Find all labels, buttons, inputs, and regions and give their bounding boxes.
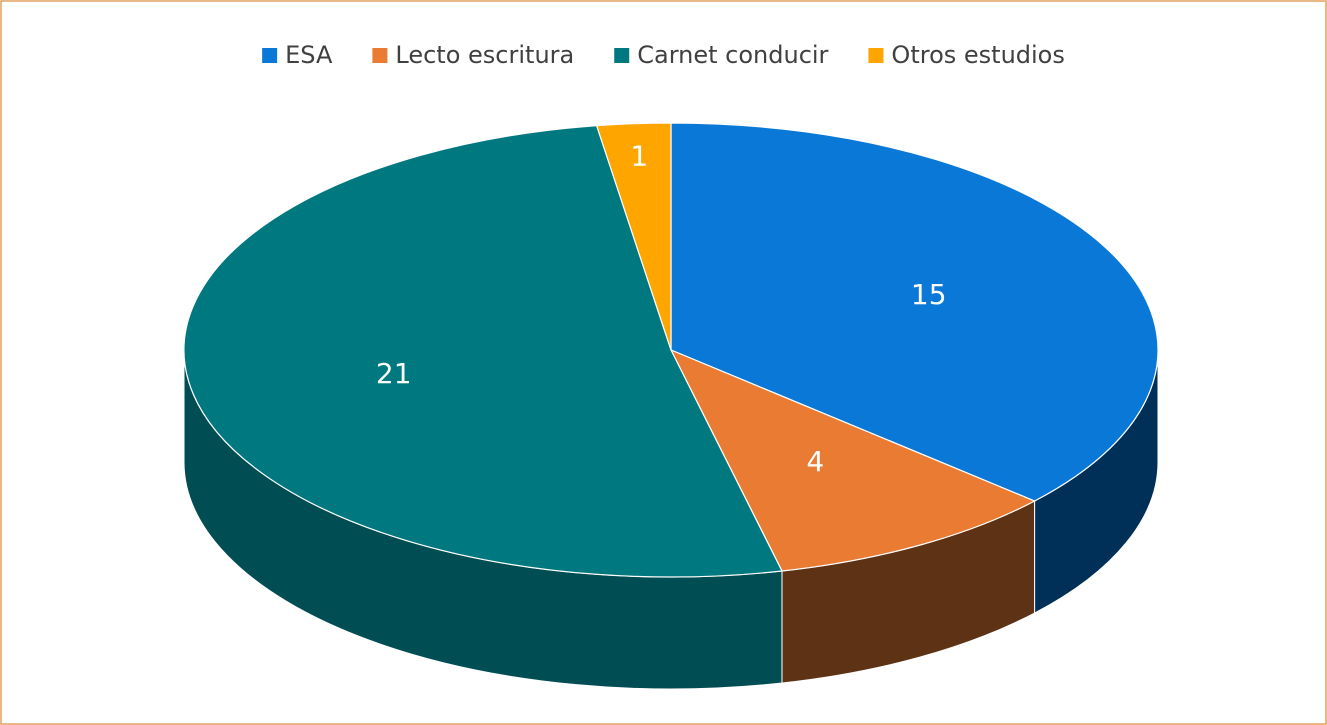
legend-label: Carnet conducir	[637, 41, 828, 69]
data-label: 1	[630, 140, 648, 173]
pie-slice	[670, 122, 1159, 502]
pie-slice	[669, 348, 1036, 572]
legend-swatch	[868, 48, 884, 63]
legend-swatch	[262, 48, 278, 63]
legend-swatch	[614, 48, 630, 63]
data-label: 15	[911, 278, 947, 311]
pie-slice	[595, 122, 672, 351]
legend-swatch	[372, 48, 388, 63]
legend-label: Lecto escritura	[395, 41, 574, 69]
data-label: 21	[376, 357, 412, 390]
data-label: 4	[806, 445, 824, 478]
pie-slice	[183, 125, 783, 578]
legend-label: ESA	[285, 41, 333, 69]
legend-label: Otros estudios	[891, 41, 1064, 69]
legend: ESA Lecto escritura Carnet conducir Otros e…	[262, 41, 1065, 69]
